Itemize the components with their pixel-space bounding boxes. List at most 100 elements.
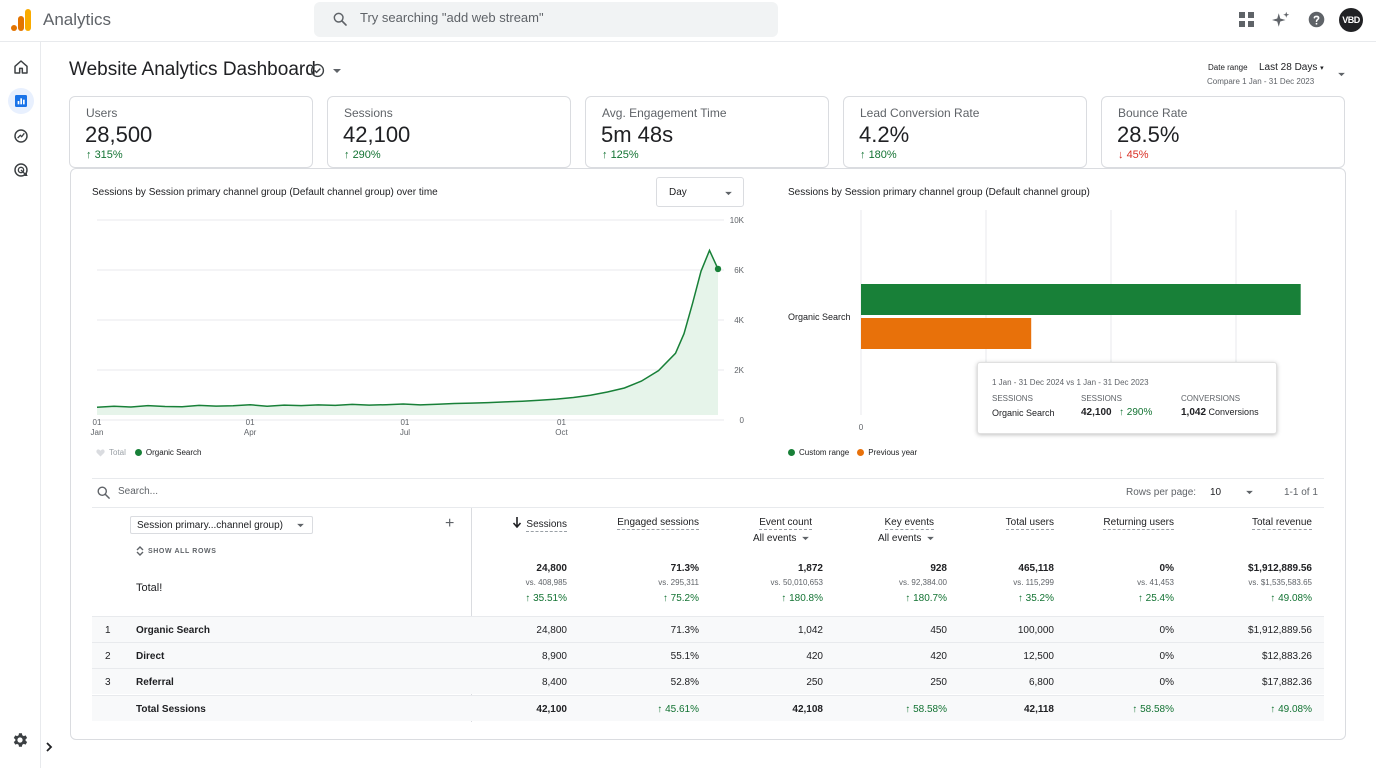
kpi-card-engagement-time[interactable]: Avg. Engagement Time 5m 48s ↑ 125% bbox=[585, 96, 829, 168]
analytics-logo-icon[interactable] bbox=[10, 8, 34, 32]
cell-event-count: 420 bbox=[806, 651, 823, 662]
top-bar: Analytics VBD bbox=[0, 0, 1376, 42]
legend-organic-search[interactable]: Organic Search bbox=[134, 448, 202, 457]
cell-key-events: 450 bbox=[930, 625, 947, 636]
rows-per-page-label: Rows per page: bbox=[1126, 487, 1197, 498]
cell-total-users: 12,500 bbox=[1023, 651, 1054, 662]
total-cell-sessions: 24,800 vs. 408,985 ↑ 35.51% bbox=[525, 563, 567, 604]
sort-descending-icon bbox=[513, 517, 522, 528]
col-header-sessions[interactable]: Sessions bbox=[512, 517, 567, 532]
col-header-total-users[interactable]: Total users bbox=[1005, 517, 1054, 530]
global-search-input[interactable] bbox=[360, 10, 760, 25]
kpi-card-lead-conversion[interactable]: Lead Conversion Rate 4.2% ↑ 180% bbox=[843, 96, 1087, 168]
chevron-down-icon bbox=[725, 191, 732, 196]
cell-engaged: 55.1% bbox=[670, 651, 699, 662]
nav-home[interactable] bbox=[8, 54, 34, 80]
search-icon bbox=[333, 12, 347, 26]
row-channel-name[interactable]: Organic Search bbox=[136, 625, 210, 636]
apps-grid-icon[interactable] bbox=[1239, 12, 1254, 27]
dimension-select[interactable]: Session primary...channel group) bbox=[130, 516, 313, 534]
date-range-label: Date range bbox=[1208, 63, 1248, 72]
bar-previous-year[interactable] bbox=[861, 318, 1032, 349]
add-dimension-button[interactable]: + bbox=[445, 515, 455, 532]
cell-total-users: 6,800 bbox=[1028, 677, 1054, 688]
tooltip-col3-header: CONVERSIONS bbox=[1181, 394, 1241, 403]
x-tick-label: Apr bbox=[244, 428, 257, 437]
category-label: Organic Search bbox=[788, 312, 851, 322]
row-number: 3 bbox=[105, 677, 111, 688]
nav-advertising[interactable] bbox=[8, 157, 34, 183]
kpi-card-sessions[interactable]: Sessions 42,100 ↑ 290% bbox=[327, 96, 571, 168]
total-cell-total-revenue: $1,912,889.56 vs. $1,535,583.65 ↑ 49.08% bbox=[1248, 563, 1312, 604]
user-avatar[interactable]: VBD bbox=[1339, 8, 1363, 32]
total-cell-key-events: 928 vs. 92,384.00 ↑ 180.7% bbox=[898, 563, 947, 604]
kpi-change: ↑ 315% bbox=[86, 149, 123, 161]
legend-previous-year[interactable]: Previous year bbox=[857, 448, 917, 457]
show-all-rows-button[interactable]: SHOW ALL ROWS bbox=[136, 546, 216, 556]
granularity-select[interactable]: Day bbox=[656, 177, 744, 207]
organic-search-line bbox=[96, 248, 719, 408]
date-range-value: Last 28 Days ▾ bbox=[1259, 62, 1324, 73]
bar-custom-range[interactable] bbox=[861, 284, 1301, 315]
key-events-filter[interactable]: All events bbox=[878, 533, 935, 544]
row-number: 1 bbox=[105, 625, 111, 636]
kpi-value: 5m 48s bbox=[601, 122, 674, 147]
y-tick-label: 2K bbox=[734, 366, 744, 375]
row-channel-name[interactable]: Referral bbox=[136, 677, 174, 688]
cell-engaged: 52.8% bbox=[670, 677, 699, 688]
total-cell-returning-users: 0% vs. 41,453 ↑ 25.4% bbox=[1137, 563, 1174, 604]
cell-event-count: 1,042 bbox=[797, 625, 823, 636]
bar-tooltip: 1 Jan - 31 Dec 2024 vs 1 Jan - 31 Dec 20… bbox=[977, 362, 1277, 434]
table-row[interactable]: 1 Organic Search 24,800 71.3% 1,042 450 … bbox=[92, 616, 1324, 642]
legend-total[interactable]: Total bbox=[96, 448, 126, 457]
rows-per-page-value: 10 bbox=[1210, 487, 1222, 498]
cell-total-users: 100,000 bbox=[1017, 625, 1054, 636]
granularity-value: Day bbox=[669, 187, 687, 198]
table-row[interactable]: 2 Direct 8,900 55.1% 420 420 12,500 0% $… bbox=[92, 642, 1324, 668]
check-circle-icon[interactable] bbox=[310, 63, 325, 78]
col-header-event-count[interactable]: Event count bbox=[759, 517, 812, 530]
nav-explore[interactable] bbox=[8, 123, 34, 149]
row-channel-name[interactable]: Direct bbox=[136, 651, 165, 662]
expand-nav-chevron-icon[interactable] bbox=[44, 741, 54, 753]
date-range-caret-icon[interactable] bbox=[1338, 72, 1345, 77]
rows-per-page-select[interactable]: 10 bbox=[1210, 487, 1256, 501]
table-search-input[interactable] bbox=[118, 486, 418, 497]
x-tick-label: Oct bbox=[555, 428, 568, 437]
title-dropdown-caret-icon[interactable] bbox=[333, 68, 341, 74]
kpi-card-bounce-rate[interactable]: Bounce Rate 28.5% ↓ 45% bbox=[1101, 96, 1345, 168]
kpi-card-users[interactable]: Users 28,500 ↑ 315% bbox=[69, 96, 313, 168]
col-header-key-events[interactable]: Key events bbox=[884, 517, 934, 530]
col-header-returning-users[interactable]: Returning users bbox=[1103, 517, 1174, 530]
totals-row: Total! 24,800 vs. 408,985 ↑ 35.51% 71.3% vs… bbox=[92, 563, 1324, 616]
table-row[interactable]: 3 Referral 8,400 52.8% 250 250 6,800 0% … bbox=[92, 668, 1324, 694]
tooltip-col2-value: 42,100 bbox=[1081, 407, 1112, 418]
home-icon bbox=[14, 60, 28, 74]
col-header-engaged-sessions[interactable]: Engaged sessions bbox=[617, 517, 699, 530]
kpi-value: 28,500 bbox=[85, 122, 153, 147]
cell-total-revenue: $17,882.36 bbox=[1261, 677, 1312, 688]
cell-total-revenue: $12,883.26 bbox=[1261, 651, 1312, 662]
cell-returning-users: 0% bbox=[1159, 625, 1174, 636]
chevron-down-icon bbox=[927, 536, 935, 541]
row-number: 2 bbox=[105, 651, 111, 662]
nav-reports[interactable] bbox=[8, 88, 34, 114]
insights-sparkle-icon[interactable] bbox=[1272, 11, 1290, 29]
kpi-label: Bounce Rate bbox=[1118, 106, 1188, 120]
bar-chart[interactable]: 0 Organic Search bbox=[785, 210, 1345, 435]
explore-icon bbox=[14, 129, 28, 143]
totals-label: Total! bbox=[136, 582, 163, 594]
y-tick-label: 0 bbox=[740, 416, 745, 425]
x-tick-label: 01 bbox=[400, 418, 409, 427]
event-count-filter[interactable]: All events bbox=[753, 533, 810, 544]
col-header-total-revenue[interactable]: Total revenue bbox=[1251, 517, 1312, 530]
date-range-selector[interactable]: Date range Last 28 Days ▾ Compare 1 Jan … bbox=[1150, 60, 1350, 92]
search-icon bbox=[97, 486, 110, 499]
gear-icon[interactable] bbox=[11, 731, 29, 749]
global-search[interactable] bbox=[314, 2, 778, 37]
total-cell-total-users: 465,118 vs. 115,299 ↑ 35.2% bbox=[1013, 563, 1054, 604]
legend-custom-range[interactable]: Custom range bbox=[788, 448, 849, 457]
help-icon[interactable] bbox=[1308, 11, 1325, 28]
cell-key-events: 250 bbox=[930, 677, 947, 688]
